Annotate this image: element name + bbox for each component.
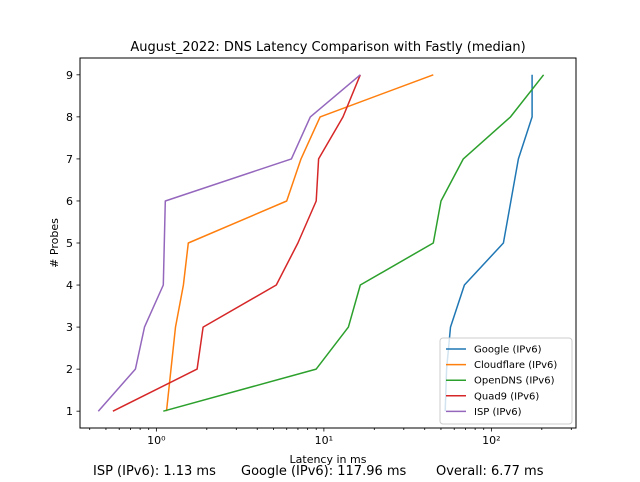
y-axis-label: # Probes	[48, 218, 61, 268]
legend-label: Cloudflare (IPv6)	[474, 360, 557, 371]
y-axis-ticks: 1 2 3 4 5 6 7 8 9	[66, 69, 80, 418]
footer-summary: ISP (IPv6): 1.13 ms Google (IPv6): 117.9…	[0, 464, 640, 482]
x-axis-label: Latency in ms	[290, 453, 367, 466]
x-tick-label: 10¹	[315, 434, 333, 447]
y-tick-label: 5	[66, 237, 73, 250]
x-axis-ticks: 10⁰ 10¹ 10²	[89, 428, 572, 447]
series-line-quad9-ipv6	[112, 74, 361, 412]
footer-overall-latency: Overall: 6.77 ms	[436, 464, 544, 479]
y-tick-label: 4	[66, 279, 73, 292]
series-lines	[97, 74, 545, 412]
x-tick-label: 10²	[482, 434, 500, 447]
legend-box	[439, 337, 573, 425]
y-tick-label: 8	[66, 111, 73, 124]
series-line-isp-ipv6	[97, 74, 361, 412]
y-tick-label: 3	[66, 321, 73, 334]
chart-title: August_2022: DNS Latency Comparison with…	[130, 40, 525, 55]
series-line-opendns-ipv6	[163, 74, 545, 412]
y-tick-label: 6	[66, 195, 73, 208]
legend-label: OpenDNS (IPv6)	[474, 376, 555, 387]
footer-google-latency: Google (IPv6): 117.96 ms	[241, 464, 407, 479]
legend-label: Google (IPv6)	[474, 345, 542, 356]
x-tick-label: 10⁰	[147, 434, 166, 447]
footer-isp-latency: ISP (IPv6): 1.13 ms	[93, 464, 216, 479]
y-tick-label: 2	[66, 363, 73, 376]
y-tick-label: 7	[66, 153, 73, 166]
y-tick-label: 9	[66, 69, 73, 82]
legend-label: ISP (IPv6)	[474, 407, 522, 418]
y-tick-label: 1	[66, 405, 73, 418]
legend-label: Quad9 (IPv6)	[474, 391, 539, 402]
legend: Google (IPv6) Cloudflare (IPv6) OpenDNS (I…	[439, 337, 573, 425]
series-line-cloudflare-ipv6	[165, 74, 434, 412]
